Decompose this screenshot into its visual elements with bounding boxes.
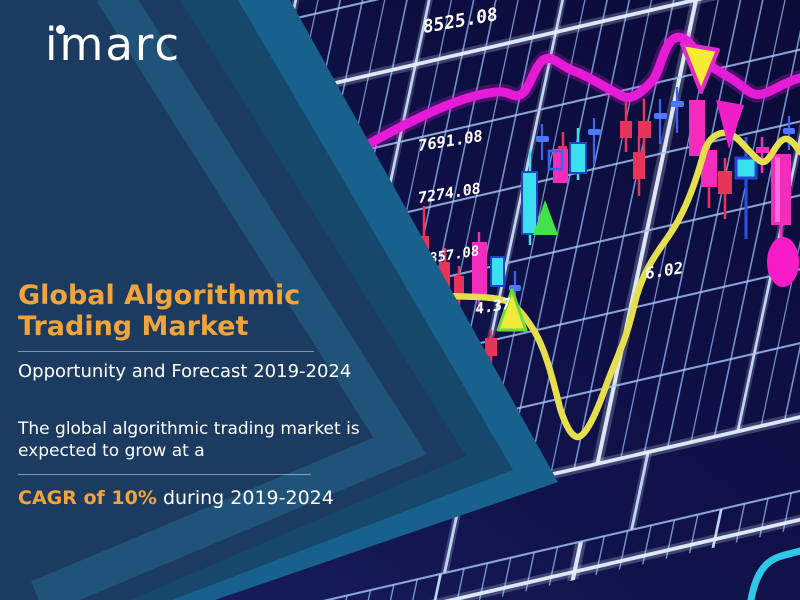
price-label: 4.37 (474, 295, 512, 318)
grid-line (123, 0, 800, 60)
grid-line (595, 0, 725, 465)
triangle-markers (496, 42, 744, 332)
grid-line (642, 525, 652, 565)
grid-line (0, 431, 800, 600)
green-up-triangle (533, 200, 558, 235)
yellow-down-triangle (680, 42, 720, 94)
pink-ellipse-marker (767, 237, 799, 287)
summary-block: The global algorithmic trading market is… (18, 418, 410, 509)
grid-line (526, 0, 653, 481)
title-block: Global Algorithmic Trading Market Opport… (18, 280, 366, 382)
grid-line (760, 0, 800, 427)
grid-line (688, 514, 699, 554)
grid-line (548, 546, 559, 586)
cyan-candles (490, 128, 758, 287)
cyan-line (747, 547, 800, 600)
grid-line (503, 0, 630, 486)
grid-line (525, 552, 535, 592)
grid-line (690, 0, 800, 443)
grid-line (454, 568, 465, 600)
pink-candles (472, 100, 799, 312)
panel-inner-stripe (31, 0, 427, 600)
title-divider (18, 351, 314, 352)
yellow-line (444, 129, 800, 441)
price-label: 857.08 (428, 243, 480, 267)
grid-line (430, 573, 443, 600)
grid-line (570, 540, 584, 581)
cagr-suffix: during 2019-2024 (156, 487, 334, 510)
subtitle: Opportunity and Forecast 2019-2024 (18, 361, 352, 382)
grid-line (782, 492, 793, 532)
grid-line (735, 503, 746, 543)
grid-line (549, 0, 676, 475)
grid-line (0, 401, 800, 600)
grid-line (408, 579, 419, 600)
grid-line (501, 557, 512, 597)
grid-line (711, 508, 723, 549)
grid-line (618, 530, 629, 570)
imarc-logo: imarc (45, 18, 182, 71)
grid-line (630, 451, 650, 531)
cagr-line: CAGR of 10% during 2019-2024 (18, 487, 410, 509)
magenta-line (353, 32, 800, 155)
logo-dot (56, 25, 65, 34)
yellow-up-triangle (496, 288, 528, 332)
grid-line (384, 584, 395, 600)
grid-line (666, 0, 794, 448)
grid-line (361, 589, 372, 600)
magenta-down-triangle (716, 100, 744, 149)
grid-line (620, 0, 747, 459)
summary-text: The global algorithmic trading market is… (18, 419, 360, 462)
grid-line (736, 0, 800, 432)
grid-line (478, 562, 489, 600)
trend-lines (350, 29, 800, 600)
page-title: Global Algorithmic Trading Market (18, 280, 301, 342)
cagr-highlight: CAGR of 10% (18, 487, 157, 510)
grid-line (665, 519, 676, 559)
grid-line (758, 498, 769, 538)
summary-divider (18, 474, 311, 476)
grid-line (595, 535, 606, 576)
